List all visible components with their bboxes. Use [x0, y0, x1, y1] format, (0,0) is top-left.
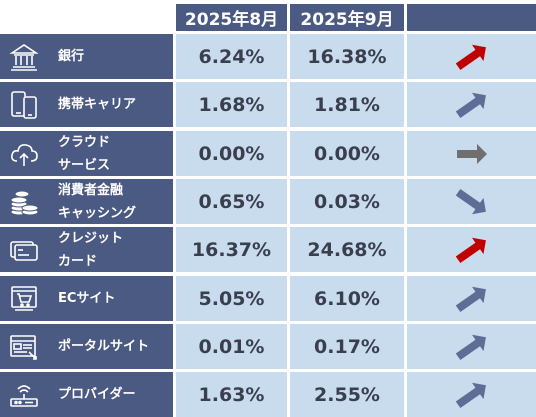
rate-sep-2025: 16.38%	[290, 34, 404, 79]
rate-aug-2025: 1.63%	[176, 372, 287, 417]
category-cell: クラウド サービス	[0, 131, 173, 176]
rate-sep-2025: 1.81%	[290, 82, 404, 127]
category-cell: 携帯キャリア	[0, 82, 173, 127]
rate-aug-2025: 0.00%	[176, 131, 287, 176]
category-label-line: ポータルサイト	[58, 339, 150, 354]
category-cell: 消費者金融キャッシング	[0, 179, 173, 224]
category-label: クラウド サービス	[58, 131, 169, 176]
category-label: 携帯キャリア	[58, 82, 169, 127]
column-header-sep-2025: 2025年9月	[290, 4, 404, 31]
category-cell: ECサイト	[0, 276, 173, 321]
router-icon	[9, 380, 39, 410]
category-label-line: ECサイト	[58, 291, 116, 306]
rate-aug-2025: 6.24%	[176, 34, 287, 79]
category-label-line: キャッシング	[58, 205, 137, 221]
category-label-line: サービス	[58, 157, 111, 173]
category-label-line: クレジット	[58, 230, 124, 246]
category-label: ポータルサイト	[58, 324, 169, 369]
category-cell: 銀行	[0, 34, 173, 79]
coins-icon	[9, 187, 39, 217]
trend-arrow-mild-up-icon	[407, 82, 536, 127]
category-label-line: クラウド	[58, 134, 111, 150]
trend-arrow-down-icon	[407, 179, 536, 224]
column-header-aug-2025: 2025年8月	[176, 4, 287, 31]
rate-sep-2025: 0.00%	[290, 131, 404, 176]
column-header-trend	[407, 4, 536, 31]
category-label: クレジット カード	[58, 227, 169, 272]
category-label-line: 銀行	[58, 49, 85, 64]
trend-arrow-up-icon	[407, 34, 536, 79]
rate-sep-2025: 6.10%	[290, 276, 404, 321]
rate-sep-2025: 2.55%	[290, 372, 404, 417]
category-label-line: カード	[58, 253, 98, 269]
rate-sep-2025: 0.03%	[290, 179, 404, 224]
shopping-cart-icon	[9, 284, 39, 314]
credit-card-icon	[9, 235, 39, 265]
trend-arrow-flat-icon	[407, 131, 536, 176]
category-label-line: プロバイダー	[58, 387, 136, 402]
category-label: プロバイダー	[58, 372, 169, 417]
category-label-line: 消費者金融	[58, 182, 124, 198]
category-label: ECサイト	[58, 276, 169, 321]
rate-aug-2025: 16.37%	[176, 227, 287, 272]
cloud-upload-icon	[9, 139, 39, 169]
rate-aug-2025: 0.01%	[176, 324, 287, 369]
web-portal-icon	[9, 332, 39, 362]
rate-sep-2025: 0.17%	[290, 324, 404, 369]
category-cell: プロバイダー	[0, 372, 173, 417]
category-label: 銀行	[58, 34, 169, 79]
bank-icon	[9, 42, 39, 72]
trend-arrow-mild-up-icon	[407, 372, 536, 417]
category-cell: クレジット カード	[0, 227, 173, 272]
mobile-phone-icon	[9, 90, 39, 120]
rate-aug-2025: 1.68%	[176, 82, 287, 127]
trend-arrow-up-icon	[407, 227, 536, 272]
trend-arrow-mild-up-icon	[407, 324, 536, 369]
category-label-line: 携帯キャリア	[58, 97, 137, 112]
rate-aug-2025: 0.65%	[176, 179, 287, 224]
category-cell: ポータルサイト	[0, 324, 173, 369]
rate-sep-2025: 24.68%	[290, 227, 404, 272]
category-label: 消費者金融キャッシング	[58, 179, 169, 224]
rate-aug-2025: 5.05%	[176, 276, 287, 321]
trend-arrow-mild-up-icon	[407, 276, 536, 321]
